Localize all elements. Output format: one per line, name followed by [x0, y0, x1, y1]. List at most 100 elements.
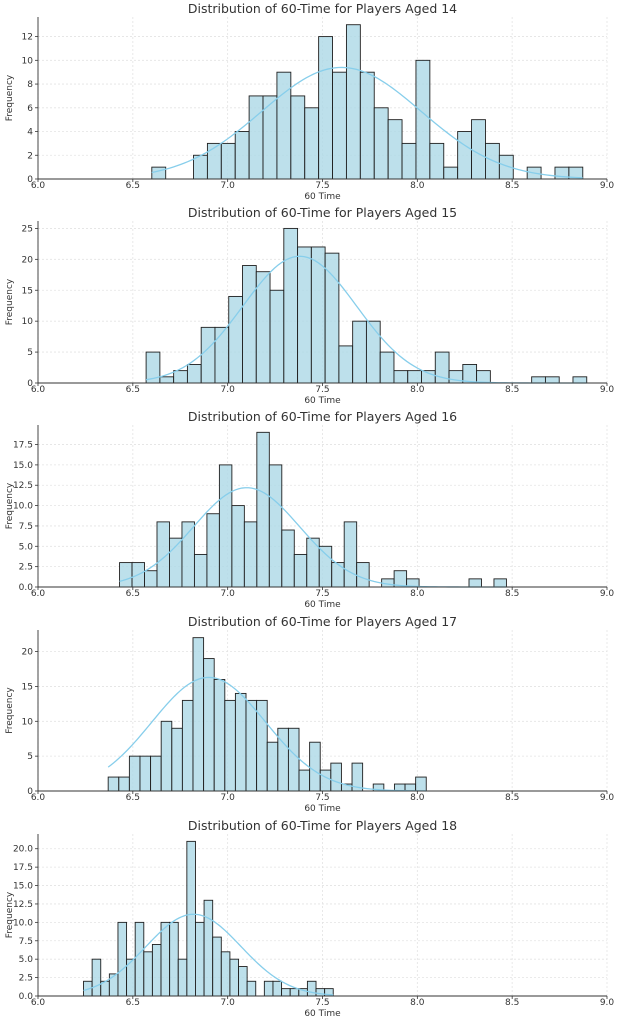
histogram-bar: [343, 521, 358, 588]
histogram-bar: [268, 464, 283, 588]
histogram-bar: [306, 980, 317, 997]
histogram-bar: [309, 741, 321, 792]
histogram-bar: [287, 727, 300, 792]
histogram-bar: [234, 692, 247, 792]
histogram-bar: [379, 351, 395, 384]
histogram-bar: [298, 769, 311, 792]
chart-title: Distribution of 60-Time for Players Aged…: [188, 205, 457, 220]
histogram-bar: [365, 320, 381, 384]
x-tick-label: 8.0: [410, 181, 425, 191]
y-tick-label: 5.0: [19, 955, 34, 965]
y-tick-label: 20: [22, 648, 34, 658]
x-tick-label: 7.0: [221, 793, 236, 803]
kde-curve: [107, 676, 427, 792]
histogram-bar: [318, 36, 333, 180]
histogram-bar: [324, 252, 340, 384]
histogram-bar: [331, 562, 345, 588]
y-tick-label: 10: [22, 56, 34, 66]
x-tick-label: 7.0: [221, 998, 236, 1008]
y-tick-label: 12: [22, 33, 33, 43]
histogram-bar: [203, 658, 215, 792]
histogram-bar: [248, 95, 264, 180]
histogram-bar: [263, 980, 274, 997]
y-tick-label: 12.5: [13, 900, 33, 910]
histogram-bar: [151, 166, 167, 180]
x-tick-label: 6.0: [31, 589, 46, 599]
histogram-bar: [181, 521, 195, 588]
histogram-bar: [276, 71, 292, 180]
histogram-bar: [485, 142, 500, 180]
y-axis-label: Frequency: [5, 891, 15, 938]
x-tick-label: 6.0: [31, 181, 46, 191]
x-tick-label: 8.0: [410, 589, 425, 599]
chart-title: Distribution of 60-Time for Players Aged…: [188, 409, 457, 424]
kde-curve: [151, 66, 583, 179]
y-tick-label: 0.0: [19, 992, 34, 1002]
x-tick-label: 6.5: [126, 998, 140, 1008]
histogram-bar: [134, 921, 145, 997]
y-tick-label: 10.0: [13, 918, 33, 928]
chart-panel-5: 6.0 6.5 7.0 7.5 8.0 8.5 9.0 0.0 2.5 5.0 7.5 10.0 12.…: [5, 818, 614, 1019]
x-tick-label: 7.0: [221, 589, 236, 599]
histogram-bar: [290, 95, 306, 180]
histogram-bar: [373, 107, 389, 180]
y-axis-label: Frequency: [5, 482, 15, 529]
x-tick-label: 8.5: [505, 998, 519, 1008]
x-tick-label: 8.5: [505, 385, 519, 395]
histogram-bar: [107, 776, 120, 792]
histogram-bar: [468, 578, 482, 588]
histogram-bar: [443, 166, 459, 180]
histogram-bar: [206, 513, 220, 588]
y-tick-label: 2.5: [19, 563, 33, 573]
histogram-bar: [319, 769, 332, 792]
x-tick-label: 7.5: [315, 793, 329, 803]
x-tick-label: 8.0: [410, 998, 425, 1008]
x-tick-label: 7.5: [315, 589, 329, 599]
histogram-bar: [330, 762, 342, 792]
y-tick-label: 5.0: [19, 542, 34, 552]
histogram-bar: [139, 755, 152, 792]
y-tick-label: 4: [27, 128, 33, 138]
histogram-bar: [192, 637, 205, 792]
y-tick-label: 7.5: [19, 522, 33, 532]
y-axis-label: Frequency: [5, 687, 15, 734]
histogram-bar: [415, 59, 431, 180]
x-tick-label: 7.0: [221, 385, 236, 395]
x-axis-label: 60 Time: [304, 192, 341, 202]
x-tick-label: 8.0: [410, 385, 425, 395]
y-tick-label: 5: [27, 348, 33, 358]
histogram-bar: [214, 326, 230, 384]
x-tick-label: 6.0: [31, 998, 46, 1008]
x-tick-label: 8.5: [505, 589, 519, 599]
x-tick-label: 9.0: [600, 589, 615, 599]
histogram-bar: [281, 529, 295, 588]
chart-title: Distribution of 60-Time for Players Aged…: [188, 818, 457, 833]
histogram-bar: [272, 980, 283, 997]
chart-title: Distribution of 60-Time for Players Aged…: [188, 614, 457, 629]
histogram-bar: [407, 370, 422, 384]
histogram-bar: [234, 131, 250, 180]
histogram-bar: [387, 119, 403, 180]
y-tick-label: 7.5: [19, 937, 33, 947]
y-tick-label: 10: [22, 717, 34, 727]
histogram-bar: [195, 921, 205, 997]
chart-panel-3: 6.0 6.5 7.0 7.5 8.0 8.5 9.0 0.0 2.5 5.0 7.5 10.0 12.…: [5, 409, 614, 610]
histogram-bar: [186, 840, 196, 997]
y-axis-label: Frequency: [5, 278, 15, 325]
histogram-bar: [200, 326, 216, 384]
histogram-bar: [143, 951, 153, 997]
histogram-bar: [150, 755, 162, 792]
histogram-bar: [173, 370, 188, 384]
y-tick-label: 20: [22, 255, 34, 265]
histogram-bar: [269, 289, 285, 384]
histogram-bar: [476, 370, 491, 384]
y-tick-label: 12.5: [13, 481, 33, 491]
x-axis-label: 60 Time: [304, 804, 341, 814]
y-tick-label: 0: [27, 379, 33, 389]
x-tick-label: 8.0: [410, 793, 425, 803]
histogram-bar: [457, 131, 473, 180]
kde-curve: [83, 913, 334, 996]
histogram-bar: [119, 562, 133, 588]
histogram-bar: [332, 71, 347, 180]
